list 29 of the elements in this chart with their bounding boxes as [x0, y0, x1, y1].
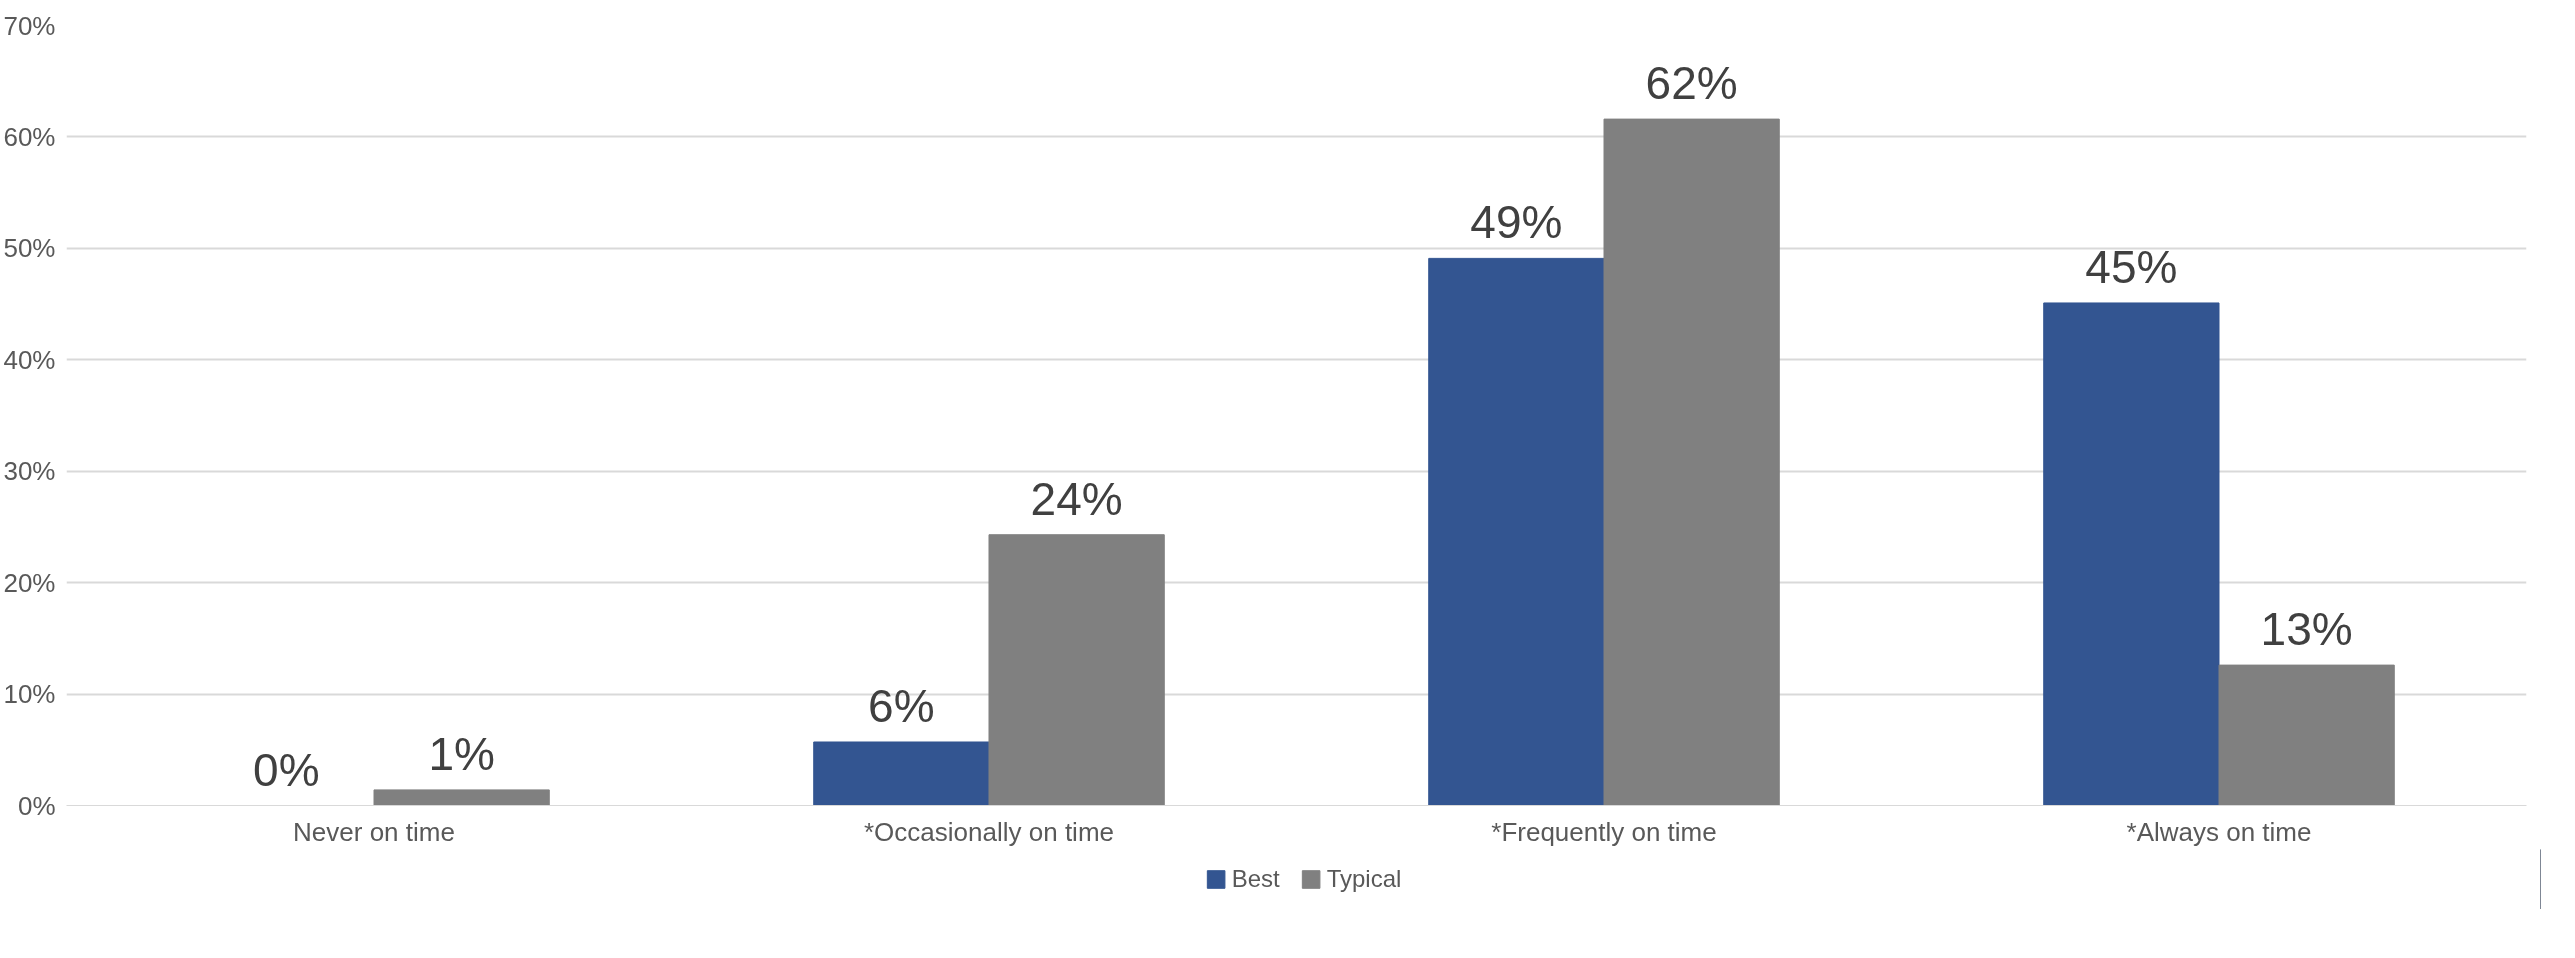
data-label: 0% — [253, 743, 320, 796]
y-tick-label: 0% — [17, 790, 56, 821]
y-tick-label: 30% — [3, 456, 56, 487]
data-label: 1% — [428, 727, 495, 780]
bar — [813, 741, 990, 806]
data-label: 24% — [1030, 472, 1123, 525]
bar — [373, 789, 550, 806]
y-tick-label: 10% — [3, 679, 56, 710]
x-tick-label: *Occasionally on time — [864, 816, 1114, 847]
x-tick-label: Never on time — [293, 816, 455, 847]
y-tick-label: 20% — [3, 567, 56, 598]
y-tick-label: 40% — [3, 344, 56, 375]
y-tick-label: 70% — [3, 10, 56, 41]
data-label: 13% — [2260, 603, 2353, 656]
bar — [1603, 118, 1780, 806]
legend-label: Typical — [1326, 865, 1402, 893]
x-tick-label: *Frequently on time — [1491, 816, 1717, 847]
data-label: 6% — [868, 679, 935, 732]
bar — [988, 534, 1165, 806]
y-tick-label: 50% — [3, 233, 56, 264]
bar — [2218, 664, 2395, 806]
bar — [1428, 257, 1605, 806]
y-tick-label: 60% — [3, 121, 56, 152]
bar — [2043, 302, 2220, 806]
data-label: 62% — [1645, 57, 1738, 110]
x-tick-label: *Always on time — [2126, 816, 2312, 847]
data-label: 49% — [1470, 196, 1563, 249]
data-label: 45% — [2085, 240, 2178, 293]
legend-label: Best — [1231, 865, 1280, 893]
